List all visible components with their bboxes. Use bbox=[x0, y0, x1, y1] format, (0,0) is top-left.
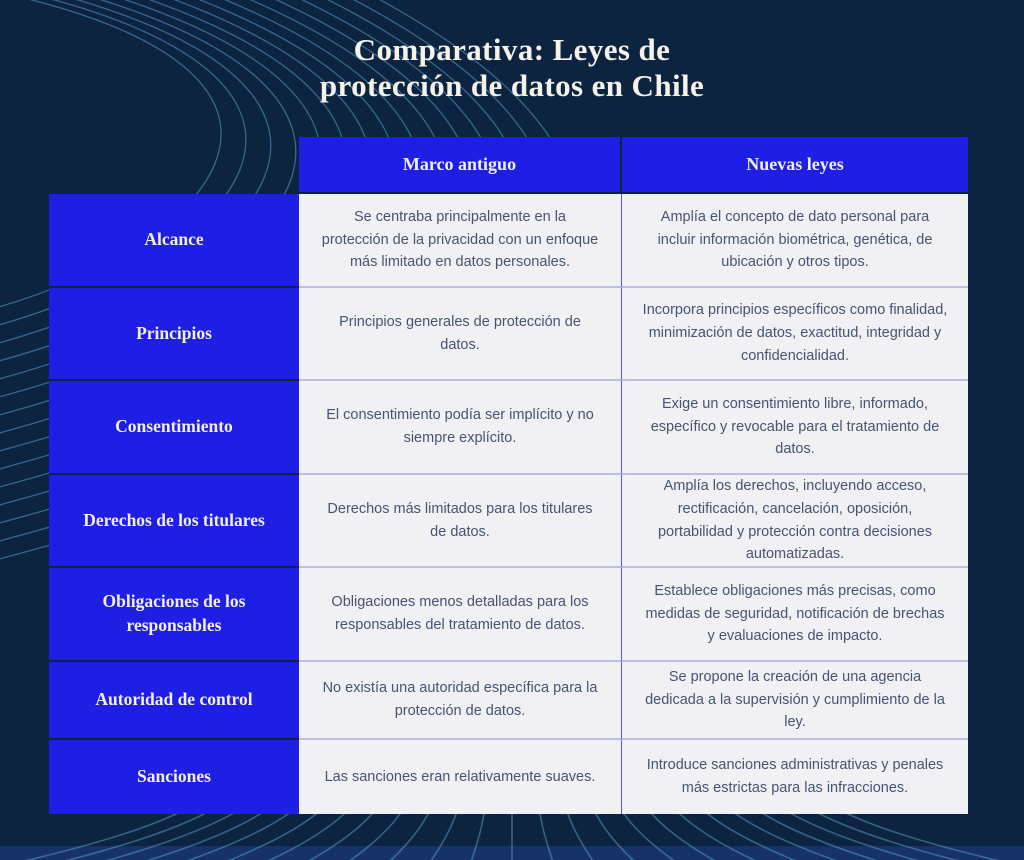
cell-autoridad-new: Se propone la creación de una agencia de… bbox=[622, 662, 968, 740]
cell-consentimiento-old: El consentimiento podía ser implícito y … bbox=[299, 381, 622, 475]
row-label-obligaciones: Obligaciones de los responsables bbox=[49, 568, 299, 662]
page-title-line1: Comparativa: Leyes de bbox=[0, 32, 1024, 68]
page-title-line2: protección de datos en Chile bbox=[0, 68, 1024, 104]
column-header-marco-antiguo: Marco antiguo bbox=[299, 137, 622, 194]
bottom-accent-strip bbox=[0, 846, 1024, 860]
cell-autoridad-old: No existía una autoridad específica para… bbox=[299, 662, 622, 740]
cell-principios-old: Principios generales de protección de da… bbox=[299, 288, 622, 381]
comparison-table: Marco antiguo Nuevas leyes Alcance Se ce… bbox=[49, 137, 968, 814]
cell-derechos-old: Derechos más limitados para los titulare… bbox=[299, 475, 622, 568]
row-label-alcance: Alcance bbox=[49, 194, 299, 288]
cell-alcance-new: Amplía el concepto de dato personal para… bbox=[622, 194, 968, 288]
cell-principios-new: Incorpora principios específicos como fi… bbox=[622, 288, 968, 381]
cell-obligaciones-old: Obligaciones menos detalladas para los r… bbox=[299, 568, 622, 662]
table-corner-spacer bbox=[49, 137, 299, 194]
cell-obligaciones-new: Establece obligaciones más precisas, com… bbox=[622, 568, 968, 662]
column-header-nuevas-leyes: Nuevas leyes bbox=[622, 137, 968, 194]
cell-sanciones-old: Las sanciones eran relativamente suaves. bbox=[299, 740, 622, 814]
page-title: Comparativa: Leyes de protección de dato… bbox=[0, 32, 1024, 105]
cell-sanciones-new: Introduce sanciones administrativas y pe… bbox=[622, 740, 968, 814]
row-label-autoridad: Autoridad de control bbox=[49, 662, 299, 740]
row-label-principios: Principios bbox=[49, 288, 299, 381]
cell-consentimiento-new: Exige un consentimiento libre, informado… bbox=[622, 381, 968, 475]
cell-alcance-old: Se centraba principalmente en la protecc… bbox=[299, 194, 622, 288]
cell-derechos-new: Amplía los derechos, incluyendo acceso, … bbox=[622, 475, 968, 568]
row-label-sanciones: Sanciones bbox=[49, 740, 299, 814]
row-label-derechos: Derechos de los titulares bbox=[49, 475, 299, 568]
row-label-consentimiento: Consentimiento bbox=[49, 381, 299, 475]
